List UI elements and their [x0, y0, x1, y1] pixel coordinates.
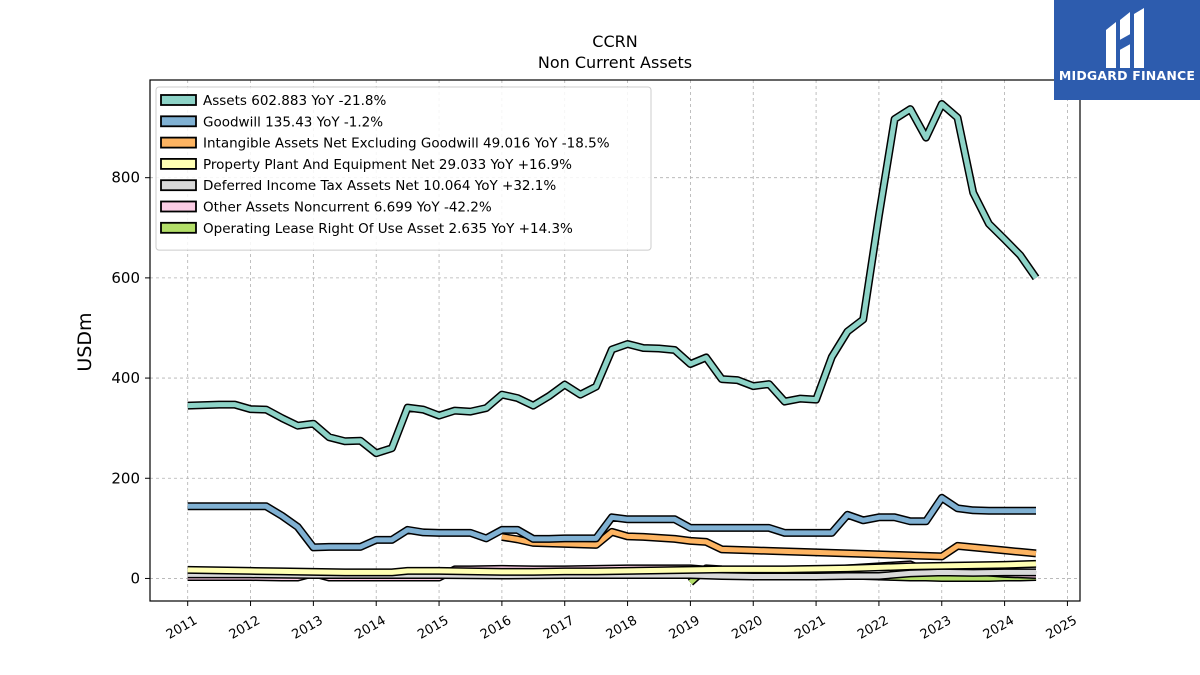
- legend-label: Deferred Income Tax Assets Net 10.064 Yo…: [203, 178, 556, 194]
- legend-swatch: [160, 136, 197, 149]
- legend-label: Intangible Assets Net Excluding Goodwill…: [203, 136, 610, 152]
- x-tick-label: 2024: [981, 613, 1017, 643]
- series-3: [187, 559, 1037, 577]
- legend-label: Property Plant And Equipment Net 29.033 …: [203, 157, 572, 173]
- legend-swatch: [160, 200, 197, 213]
- x-tick-label: 2017: [541, 613, 577, 643]
- y-tick-label: 0: [130, 569, 140, 587]
- x-tick-label: 2016: [478, 613, 514, 643]
- x-tick-label: 2020: [729, 613, 765, 643]
- legend-swatch: [160, 179, 197, 192]
- y-tick-label: 600: [111, 269, 140, 287]
- series-layer: [187, 100, 1040, 586]
- x-tick-label: 2025: [1044, 613, 1080, 643]
- series-line: [187, 561, 1037, 575]
- brand-name: MIDGARD FINANCE: [1058, 68, 1196, 83]
- x-tick-label: 2018: [604, 613, 640, 643]
- midgard-logo-icon: [1106, 8, 1144, 68]
- legend-swatch: [160, 115, 197, 128]
- chart-subtitle: Non Current Assets: [538, 53, 692, 72]
- series-1: [187, 493, 1036, 552]
- brand-logo: MIDGARD FINANCE: [1054, 0, 1200, 100]
- series-line: [501, 529, 1037, 559]
- x-tick-label: 2011: [164, 613, 200, 643]
- legend-swatch: [160, 221, 197, 234]
- x-tick-label: 2022: [855, 613, 891, 643]
- legend-label: Operating Lease Right Of Use Asset 2.635…: [203, 221, 573, 237]
- series-0: [187, 100, 1040, 458]
- y-tick-label: 400: [111, 369, 140, 387]
- x-tick-label: 2012: [227, 613, 263, 643]
- legend-label: Assets 602.883 YoY -21.8%: [203, 93, 387, 109]
- legend-box: [155, 86, 652, 251]
- x-tick-label: 2013: [290, 613, 326, 643]
- legend-label: Other Assets Noncurrent 6.699 YoY -42.2%: [203, 200, 492, 216]
- legend: Assets 602.883 YoY -21.8% Goodwill 135.43…: [155, 86, 652, 251]
- y-tick-label: 200: [111, 469, 140, 487]
- legend-swatch: [160, 157, 197, 170]
- legend-swatch: [160, 94, 197, 106]
- series-line: [187, 101, 1039, 456]
- chart-title: CCRN: [592, 32, 637, 51]
- series-line: [187, 495, 1036, 550]
- y-axis-label: USDm: [74, 312, 96, 371]
- x-tick-label: 2023: [918, 613, 954, 643]
- x-tick-label: 2021: [792, 613, 828, 643]
- series-2: [501, 527, 1037, 561]
- x-tick-label: 2014: [352, 613, 388, 643]
- plot-area: [149, 79, 1081, 602]
- legend-label: Goodwill 135.43 YoY -1.2%: [203, 114, 383, 130]
- x-tick-label: 2019: [667, 613, 703, 643]
- x-tick-label: 2015: [415, 613, 451, 643]
- y-tick-label: 800: [111, 169, 140, 187]
